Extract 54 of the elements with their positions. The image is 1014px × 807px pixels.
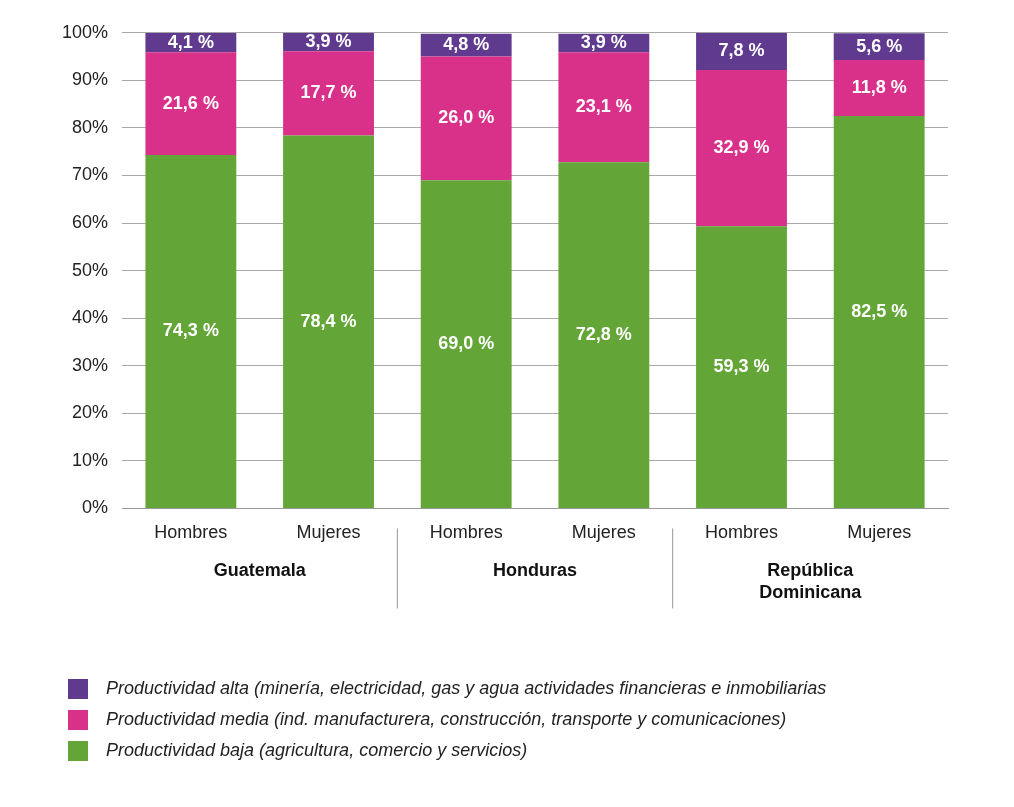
bar: [696, 32, 787, 70]
data-label: 11,8 %: [851, 76, 907, 97]
bar: [558, 52, 650, 163]
y-tick-label: 100%: [61, 21, 109, 42]
y-tick-label: 70%: [72, 164, 109, 185]
data-label: 21,6 %: [162, 92, 219, 113]
data-label: 3,9 %: [580, 31, 627, 52]
y-tick-label: 0%: [82, 497, 109, 518]
x-tick-label: Hombres: [429, 522, 503, 543]
x-tick-label: Hombres: [154, 522, 228, 543]
y-tick-label: 90%: [72, 69, 109, 90]
data-label: 26,0 %: [438, 107, 495, 128]
bar: [420, 180, 512, 508]
bar: [145, 155, 237, 508]
y-tick-label: 60%: [72, 212, 109, 233]
y-tick-label: 50%: [72, 259, 109, 280]
data-label: 7,8 %: [718, 40, 765, 61]
bar: [558, 162, 650, 508]
bar: [833, 116, 925, 508]
data-label: 23,1 %: [575, 96, 632, 117]
text: Guatemala: [213, 560, 307, 581]
data-label: 72,8 %: [575, 324, 632, 344]
data-label: 78,4 %: [300, 310, 357, 331]
bar: [283, 51, 374, 136]
bar: [145, 52, 237, 156]
data-label: 17,7 %: [300, 82, 357, 103]
legend-label: Productividad media (ind. manufacturera, construcción, transporte y comunicaciones): [106, 709, 787, 730]
data-label: 69,0 %: [438, 333, 495, 354]
bar: [696, 69, 787, 227]
text: República Dominicana: [759, 560, 863, 603]
y-tick-label: 40%: [72, 307, 109, 328]
y-tick-label: 10%: [72, 449, 109, 470]
data-label: 32,9 %: [713, 137, 770, 158]
legend-label: Productividad alta (minería, electricidad, gas y agua actividades financieras e inmobiliarias: [106, 678, 827, 699]
text: Honduras: [493, 560, 578, 581]
bar: [420, 56, 512, 181]
bar: [696, 226, 787, 508]
data-label: 4,8 %: [443, 34, 490, 55]
y-tick-label: 80%: [72, 116, 109, 137]
data-label: 4,1 %: [167, 31, 214, 52]
data-label: 5,6 %: [856, 35, 903, 56]
data-label: 74,3 %: [162, 320, 219, 341]
x-tick-label: Mujeres: [847, 522, 912, 543]
bar: [283, 135, 374, 508]
data-label: 82,5 %: [851, 300, 908, 321]
x-tick-label: Hombres: [704, 522, 779, 543]
x-tick-label: Mujeres: [571, 522, 636, 543]
y-tick-label: 30%: [72, 354, 109, 375]
data-label: 3,9 %: [305, 31, 352, 52]
x-tick-label: Mujeres: [296, 522, 361, 543]
data-label: 59,3 %: [713, 356, 770, 377]
y-tick-label: 20%: [72, 402, 109, 423]
bar: [833, 59, 925, 117]
legend-label: Productividad baja (agricultura, comercio y servicios): [106, 740, 528, 761]
